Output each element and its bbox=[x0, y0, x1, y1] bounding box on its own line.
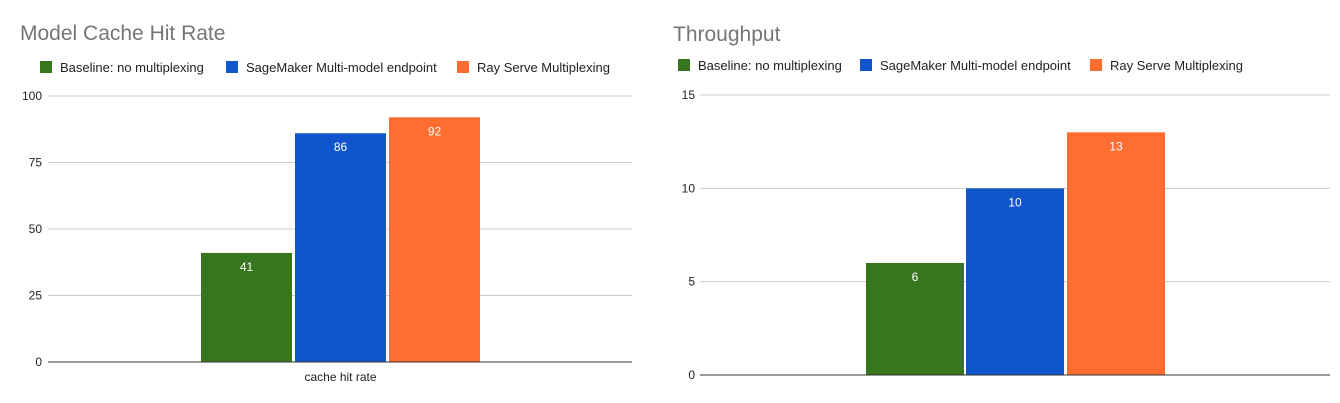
chart-title: Throughput bbox=[673, 23, 781, 46]
legend-swatch bbox=[226, 61, 238, 73]
bar bbox=[201, 252, 292, 362]
chart-svg: Model Cache Hit Rate Baseline: no multipl… bbox=[20, 22, 632, 384]
bar-value-label: 6 bbox=[912, 270, 919, 284]
y-tick-label: 75 bbox=[29, 156, 43, 170]
y-tick-label: 25 bbox=[29, 289, 43, 303]
y-tick-label: 10 bbox=[682, 181, 696, 195]
y-tick-label: 0 bbox=[35, 355, 42, 369]
y-tick-label: 0 bbox=[688, 368, 695, 382]
bar bbox=[295, 133, 386, 362]
y-tick-label: 15 bbox=[682, 88, 696, 102]
y-tick-label: 50 bbox=[29, 222, 43, 236]
legend-swatch bbox=[860, 59, 872, 71]
legend-label: SageMaker Multi-model endpoint bbox=[246, 60, 437, 75]
bar-value-label: 41 bbox=[240, 260, 254, 274]
chart-title: Model Cache Hit Rate bbox=[20, 22, 225, 45]
legend-label: Baseline: no multiplexing bbox=[698, 58, 842, 73]
bar bbox=[866, 263, 964, 375]
bar-value-label: 13 bbox=[1109, 139, 1123, 153]
bar-value-label: 86 bbox=[334, 140, 348, 154]
legend-swatch bbox=[457, 61, 469, 73]
bar bbox=[966, 188, 1064, 375]
legend-label: Ray Serve Multiplexing bbox=[477, 60, 610, 75]
legend-swatch bbox=[1090, 59, 1102, 71]
bar-value-label: 10 bbox=[1008, 195, 1022, 209]
legend-label: SageMaker Multi-model endpoint bbox=[880, 58, 1071, 73]
x-category-label: cache hit rate bbox=[304, 370, 376, 384]
cache-hit-rate-chart: Model Cache Hit Rate Baseline: no multipl… bbox=[0, 0, 650, 403]
y-tick-label: 5 bbox=[688, 275, 695, 289]
legend-swatch bbox=[40, 61, 52, 73]
legend-label: Ray Serve Multiplexing bbox=[1110, 58, 1243, 73]
bar bbox=[389, 117, 480, 362]
y-tick-label: 100 bbox=[22, 89, 42, 103]
bar-value-label: 92 bbox=[428, 124, 442, 138]
legend-label: Baseline: no multiplexing bbox=[60, 60, 204, 75]
legend-swatch bbox=[678, 59, 690, 71]
throughput-chart: Throughput Baseline: no multiplexing SageM… bbox=[655, 0, 1340, 403]
chart-svg: Throughput Baseline: no multiplexing SageM… bbox=[673, 23, 1330, 382]
bar bbox=[1067, 132, 1165, 375]
